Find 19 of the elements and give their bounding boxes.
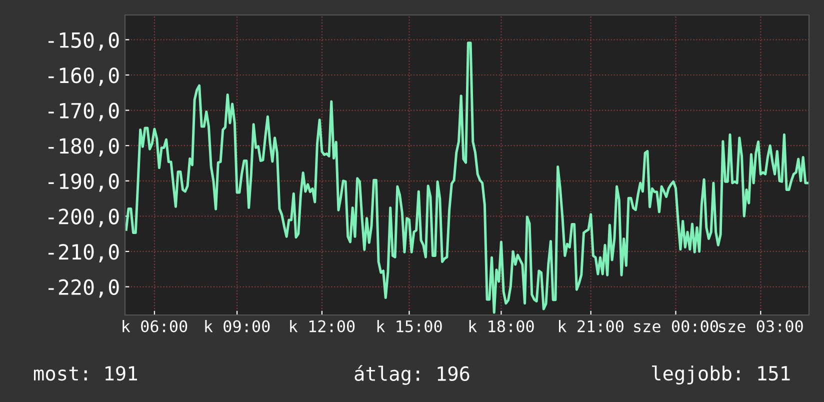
text: most: 191 bbox=[34, 366, 137, 381]
y-tick-label: -200,0 bbox=[48, 208, 119, 228]
y-tick-label: -220,0 bbox=[48, 279, 119, 298]
y-tick-label: -170,0 bbox=[48, 102, 119, 122]
x-tick-label: k 09:00 bbox=[205, 320, 270, 332]
y-tick-label: -160,0 bbox=[48, 68, 119, 86]
text: átlag: 196 bbox=[354, 365, 470, 385]
x-tick-label: k 21:00 bbox=[559, 320, 624, 332]
y-tick-label: -150,0 bbox=[48, 32, 119, 51]
y-tick-label: -180,0 bbox=[48, 138, 119, 156]
x-tick-label: sze 00:00 bbox=[634, 320, 718, 332]
x-tick-label: k 15:00 bbox=[377, 320, 442, 332]
text: legjobb: 151 bbox=[652, 365, 790, 385]
x-tick-label: k 06:00 bbox=[122, 320, 188, 332]
y-tick-label: -190,0 bbox=[48, 173, 119, 192]
x-tick-label: sze 03:00 bbox=[719, 320, 803, 332]
y-tick-label: -210,0 bbox=[48, 244, 119, 262]
x-tick-label: k 18:00 bbox=[469, 320, 534, 332]
x-tick-label: k 12:00 bbox=[290, 320, 355, 332]
